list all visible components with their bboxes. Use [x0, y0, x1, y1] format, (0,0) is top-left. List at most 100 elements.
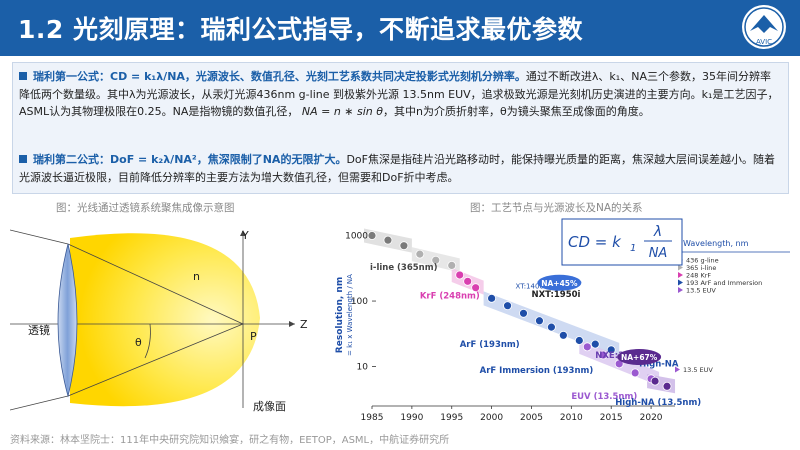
x-tick-label: 2015	[600, 413, 623, 423]
x-tick-label: 1990	[400, 413, 423, 423]
axes: 1000 100 10 1985 1990 1995 2000 2005 2010 2015 202…	[335, 232, 675, 423]
data-point	[519, 308, 528, 318]
avic-logo: AVIC	[742, 5, 786, 49]
logo-text: AVIC	[756, 38, 772, 46]
data-points	[367, 231, 672, 391]
label-lens: 透镜	[28, 323, 50, 337]
legend-title: Wavelength, nm	[683, 239, 749, 248]
rayleigh-first-paragraph: 瑞利第一公式：CD = k₁λ/NA，光源波长、数值孔径、光刻工艺系数共同决定投…	[19, 68, 779, 121]
formula-num: λ	[653, 224, 662, 240]
ray-top-out	[67, 243, 244, 325]
annotation-label: ArF Immersion (193nm)	[480, 366, 594, 376]
rayleigh1-formula: CD = k₁λ/NA，光源波长、数值孔径、光刻工艺系数共同决定投影式光刻机分辨…	[110, 70, 526, 83]
rayleigh-second-paragraph: 瑞利第二公式：DoF = k₂λ/NA²，焦深限制了NA的无限扩大。DoF焦深是…	[19, 151, 779, 186]
data-point	[431, 255, 441, 265]
data-point	[399, 241, 409, 251]
ray-top-in	[10, 229, 69, 245]
rayleigh2-formula: DoF = k₂λ/NA²，焦深限制了NA的无限扩大。	[110, 153, 347, 166]
legend-marker	[678, 264, 683, 271]
data-point	[662, 381, 672, 391]
legend-euv-label: 13.5 EUV	[683, 366, 713, 374]
na-formula: NA = n ∗ sin θ	[301, 105, 384, 118]
na-badge	[617, 348, 662, 365]
data-point	[383, 235, 393, 245]
legend-label: 248 KrF	[686, 272, 711, 280]
x-tick-label: 1985	[361, 413, 384, 423]
rayleigh1-body: 通过不断改进λ、k₁、NA三个参数，35年间分辨率降低两个数量级。其中λ为光源波…	[19, 70, 779, 118]
annotation-label: NXT:1950i	[531, 290, 580, 300]
x-tick-label: 2010	[560, 413, 583, 423]
bullet-icon	[19, 72, 27, 80]
annotation-label: EUV (13.5nm)	[571, 392, 637, 402]
formula-lhs: CD = k	[568, 233, 622, 251]
ray-bottom-out	[67, 323, 244, 397]
label-n: n	[193, 270, 200, 283]
label-z: Z	[300, 318, 308, 331]
formula-text-box: 瑞利第一公式：CD = k₁λ/NA，光源波长、数值孔径、光刻工艺系数共同决定投…	[12, 62, 789, 194]
y-axis-label: Resolution, nm	[335, 277, 345, 353]
title-bar: 1.2 光刻原理：瑞利公式指导，不断追求最优参数 AVIC	[0, 0, 800, 56]
data-point	[487, 293, 497, 303]
annotations: i-line (365nm) KrF (248nm) ArF (193nm) ArF …	[370, 263, 701, 408]
data-point	[447, 261, 457, 270]
data-point	[630, 368, 640, 378]
data-point	[574, 336, 584, 345]
na-badge	[537, 274, 582, 291]
data-point	[503, 301, 512, 311]
label-y: Y	[241, 229, 249, 242]
rayleigh2-label: 瑞利第二公式：	[33, 153, 110, 166]
left-figure-caption: 图：光线通过透镜系统聚焦成像示意图	[56, 202, 235, 214]
na-badge-label: NA+67%	[621, 353, 658, 362]
formula-sub: 1	[630, 243, 636, 254]
y-axis-sublabel: = k₁ x Wavelength / NA	[346, 274, 354, 356]
annotation-label: i-line (365nm)	[370, 263, 438, 273]
legend-marker-euv	[675, 366, 680, 373]
page-title: 1.2 光刻原理：瑞利公式指导，不断追求最优参数	[18, 15, 583, 44]
rayleigh1-label: 瑞利第一公式：	[33, 70, 110, 83]
lens-diagram: 透镜 n θ P Y Z 成像面	[10, 229, 308, 413]
data-point	[547, 322, 556, 332]
legend-marker	[678, 279, 683, 286]
annotation-label: ArF (193nm)	[460, 340, 520, 350]
data-point	[463, 276, 473, 286]
data-point	[598, 350, 608, 360]
annotation-label: High-NA (13.5nm)	[615, 398, 701, 408]
rayleigh1-body-end: ，其中n为介质折射率，θ为镜头聚焦至成像面的角度。	[383, 105, 650, 118]
resolution-chart: 1000 100 10 1985 1990 1995 2000 2005 2010 2015 202…	[330, 216, 795, 428]
annotation-label: High-NA	[639, 360, 679, 370]
source-note: 资料来源：林本坚院士：111年中央研究院知识飨宴，研之有物，EETOP，ASML…	[10, 435, 450, 446]
rayleigh2-body: DoF焦深是指硅片沿光路移动时，能保持曝光质量的距离，焦深越大层间误差越小。随着…	[19, 153, 775, 184]
x-tick-label: 2000	[480, 413, 503, 423]
label-p: P	[250, 330, 257, 343]
data-point	[415, 249, 425, 259]
data-point	[455, 270, 465, 280]
data-point	[650, 376, 660, 386]
x-tick-label: 2020	[640, 413, 663, 423]
annotation-label: KrF (248nm)	[420, 291, 480, 301]
legend-marker	[678, 287, 683, 293]
label-image-plane: 成像面	[253, 400, 286, 413]
x-tick-label: 1995	[440, 413, 463, 423]
y-tick-label: 1000	[345, 232, 368, 242]
x-tick-label: 2005	[520, 413, 543, 423]
legend-label: 193 ArF and Immersion	[686, 279, 762, 287]
data-point	[582, 342, 592, 352]
data-point	[367, 231, 377, 240]
legend-marker	[678, 272, 683, 278]
ray-bottom-in	[10, 395, 69, 411]
light-cone	[70, 233, 260, 407]
theta-arc	[144, 323, 151, 359]
right-figure-caption: 图：工艺节点与光源波长及NA的关系	[470, 202, 643, 214]
legend-label: 436 g-line	[686, 257, 719, 265]
data-point	[471, 283, 481, 293]
na-badge-label: NA+45%	[541, 279, 578, 288]
legend-label: 365 i-line	[686, 264, 716, 272]
data-point	[535, 316, 544, 326]
y-tick-label: 10	[357, 363, 369, 373]
data-point	[590, 339, 600, 349]
label-theta: θ	[135, 336, 142, 349]
formula-den: NA	[649, 246, 668, 261]
data-point	[606, 345, 616, 355]
annotation-label: XT:1400	[516, 283, 544, 291]
